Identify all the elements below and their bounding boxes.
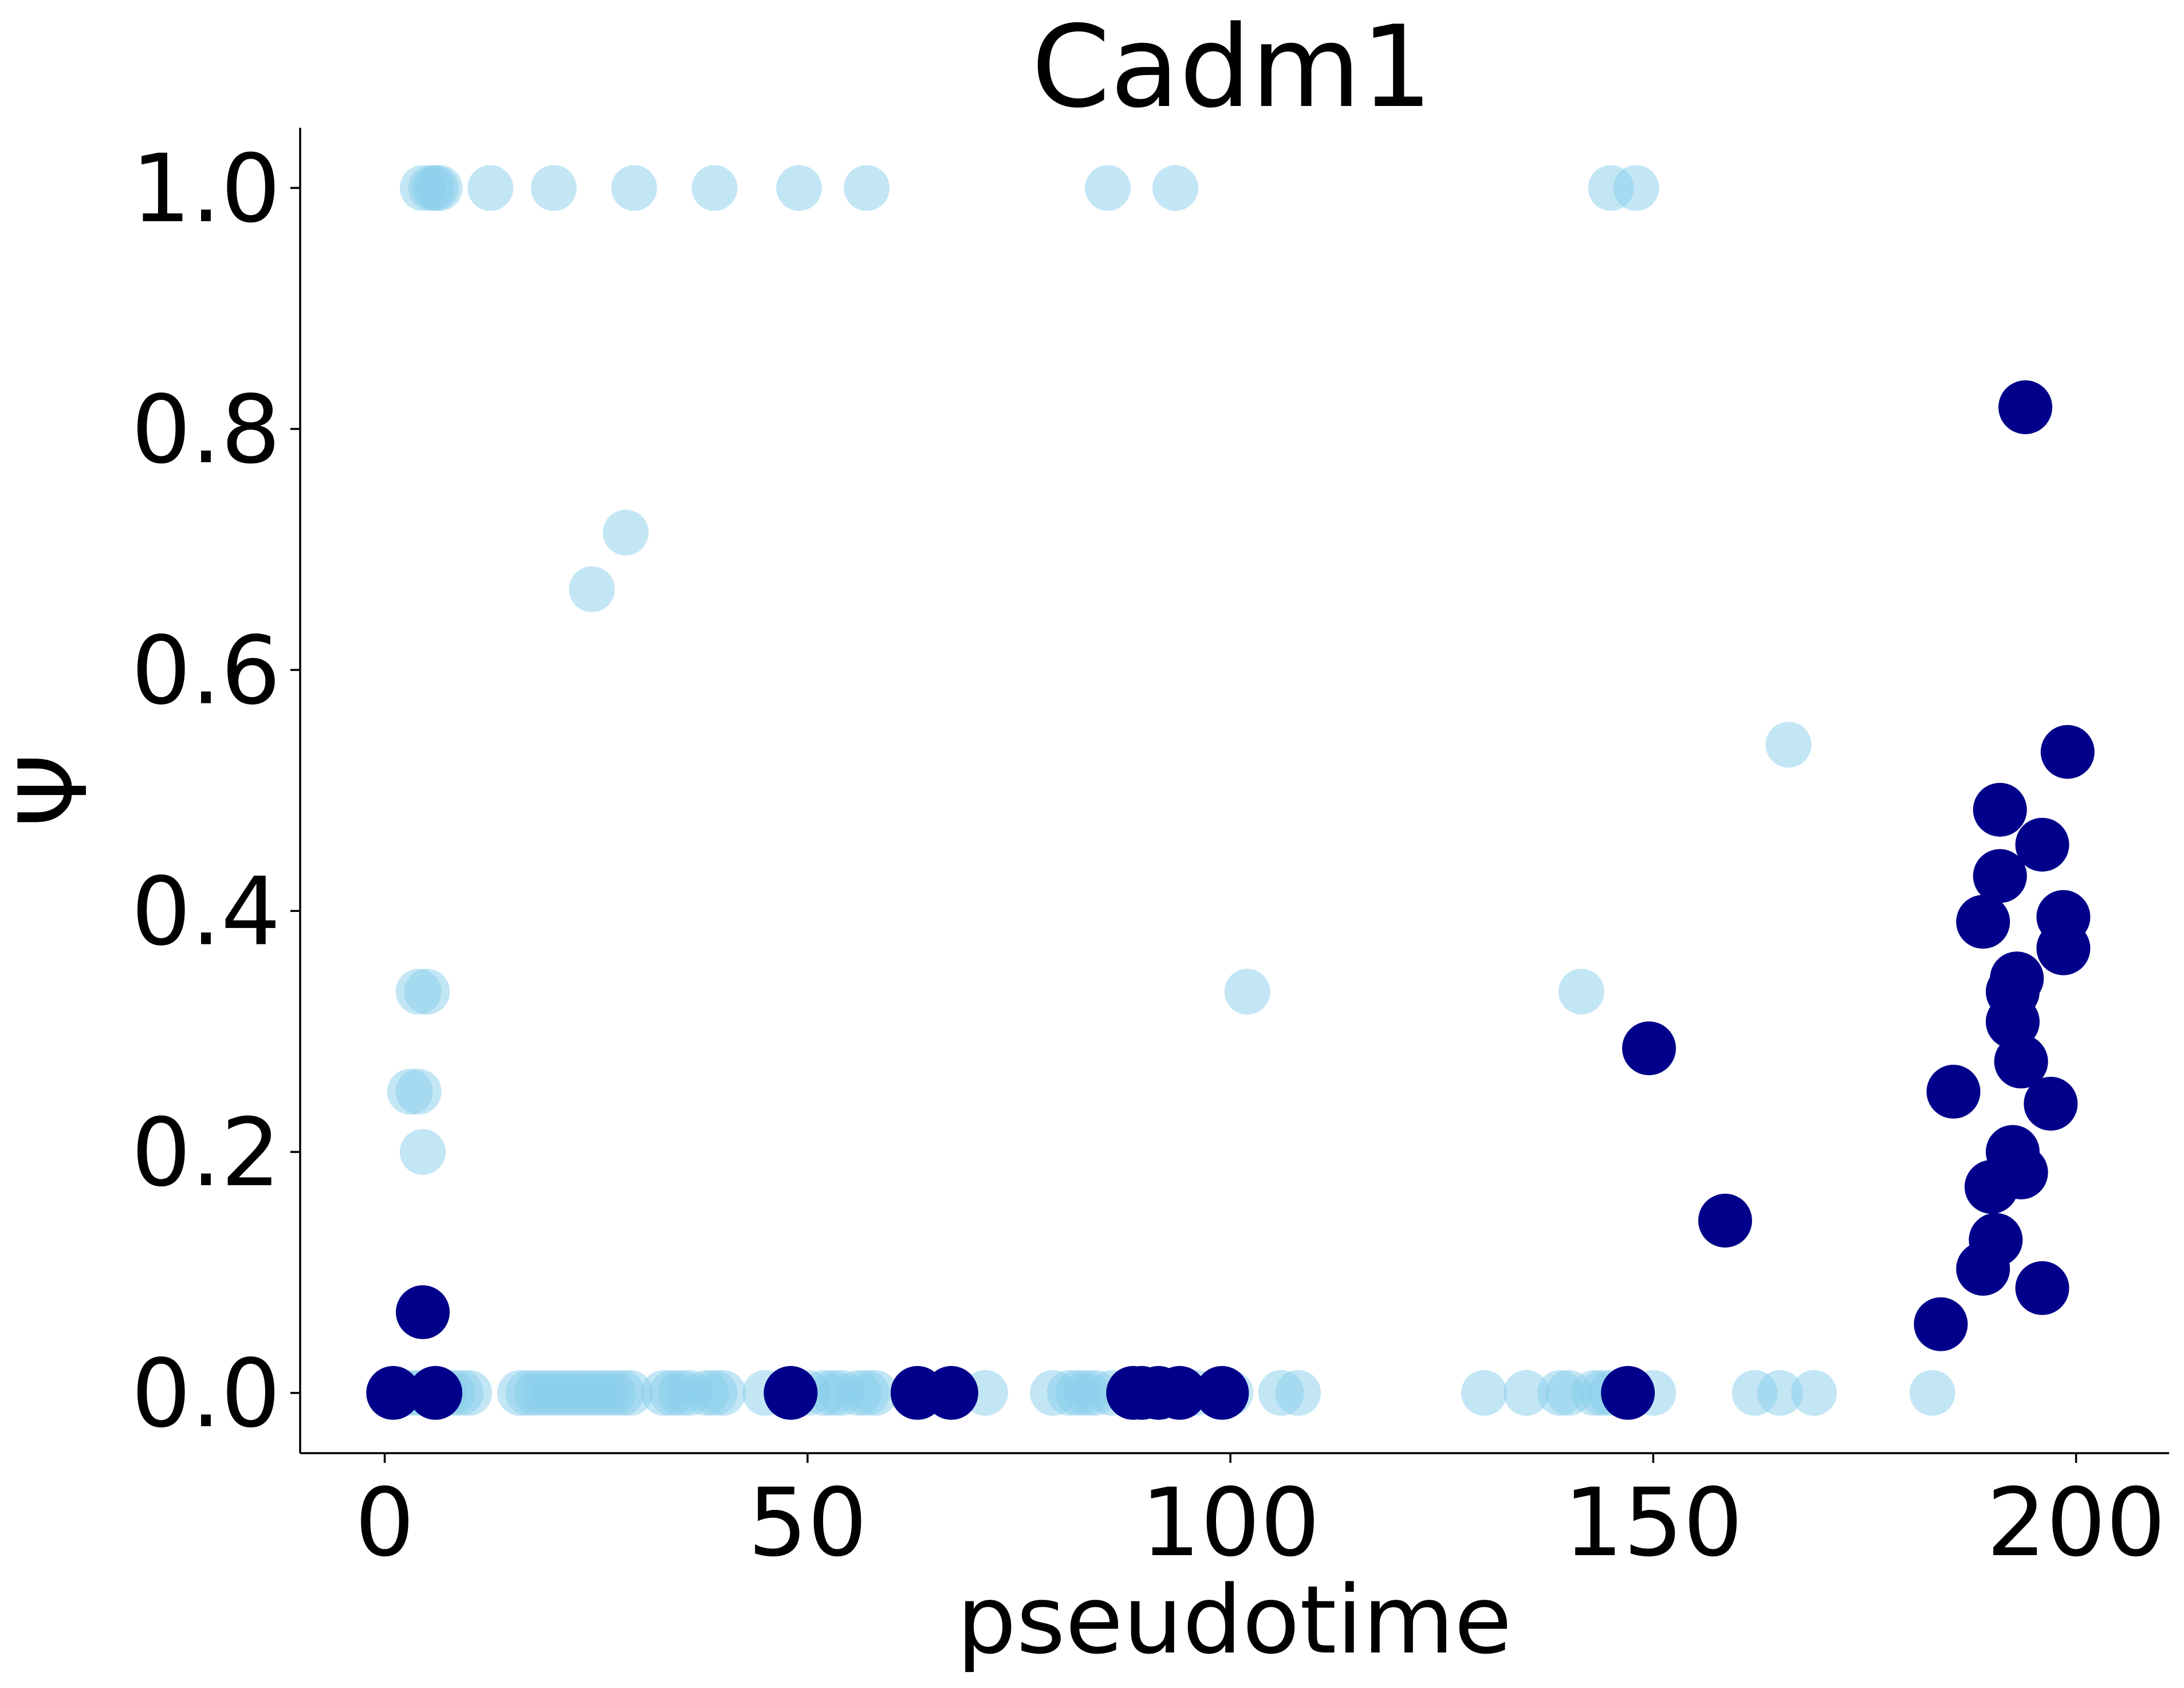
points-layer [366, 165, 2095, 1420]
y-axis-ticks: 0.0 0.2 0.4 0.6 0.8 1.0 [131, 134, 300, 1449]
data-point [700, 1370, 746, 1416]
data-point [1698, 1194, 1752, 1248]
x-tick-label: 200 [1986, 1468, 2166, 1577]
data-point [1085, 165, 1131, 211]
x-tick-label: 0 [355, 1468, 414, 1577]
data-point [1195, 1366, 1249, 1420]
data-point [611, 165, 658, 211]
y-axis-title: Ψ [0, 753, 108, 827]
data-point [776, 165, 823, 211]
data-point [2015, 817, 2069, 872]
data-point [404, 969, 450, 1015]
data-point [1224, 969, 1270, 1015]
data-point [1275, 1370, 1321, 1416]
data-point [1791, 1370, 1837, 1416]
data-point [924, 1366, 978, 1420]
data-point [1973, 782, 2027, 837]
data-point [1926, 1064, 1981, 1119]
data-point [2015, 1261, 2069, 1315]
data-point [1956, 1242, 2010, 1296]
data-point [1461, 1370, 1508, 1416]
data-point [1964, 1160, 2018, 1214]
data-point [852, 1370, 898, 1416]
data-point [1765, 722, 1812, 768]
data-point [1973, 849, 2027, 903]
data-point [1613, 165, 1659, 211]
data-point [569, 566, 615, 612]
data-point [2040, 725, 2095, 779]
x-tick-label: 100 [1141, 1468, 1320, 1577]
chart-title: Cadm1 [1032, 2, 1433, 133]
data-point [844, 165, 890, 211]
data-point [1601, 1366, 1655, 1420]
data-point [691, 165, 738, 211]
y-tick-label: 1.0 [131, 134, 281, 243]
data-point [400, 1129, 446, 1175]
y-tick-label: 0.6 [131, 616, 281, 726]
data-point [408, 1366, 463, 1420]
data-point [2036, 921, 2091, 975]
data-point [1503, 1370, 1549, 1416]
data-point [1152, 1366, 1207, 1420]
data-point [1998, 380, 2052, 434]
data-point [2024, 1076, 2078, 1131]
data-point [1914, 1297, 1968, 1351]
data-point [396, 1285, 450, 1339]
data-point [395, 1068, 442, 1115]
data-point [1909, 1370, 1955, 1416]
x-axis-ticks: 0 50 100 150 200 [355, 1453, 2166, 1577]
y-tick-label: 0.2 [131, 1098, 281, 1207]
y-tick-label: 0.0 [131, 1339, 281, 1449]
data-point [607, 1370, 653, 1416]
data-point [1994, 1034, 2048, 1089]
data-point [530, 165, 577, 211]
data-point [366, 1366, 420, 1420]
data-point [1622, 1021, 1676, 1076]
x-tick-label: 50 [748, 1468, 868, 1577]
data-point [1152, 165, 1199, 211]
data-point [764, 1366, 818, 1420]
data-point [1956, 895, 2010, 949]
data-point [1757, 1370, 1803, 1416]
data-point [467, 165, 514, 211]
data-point [416, 165, 463, 211]
x-axis-title: pseudotime [957, 1565, 1512, 1675]
x-tick-label: 150 [1564, 1468, 1743, 1577]
y-tick-label: 0.4 [131, 857, 281, 966]
y-tick-label: 0.8 [131, 375, 281, 485]
data-point [603, 509, 649, 556]
data-point [1558, 969, 1604, 1015]
